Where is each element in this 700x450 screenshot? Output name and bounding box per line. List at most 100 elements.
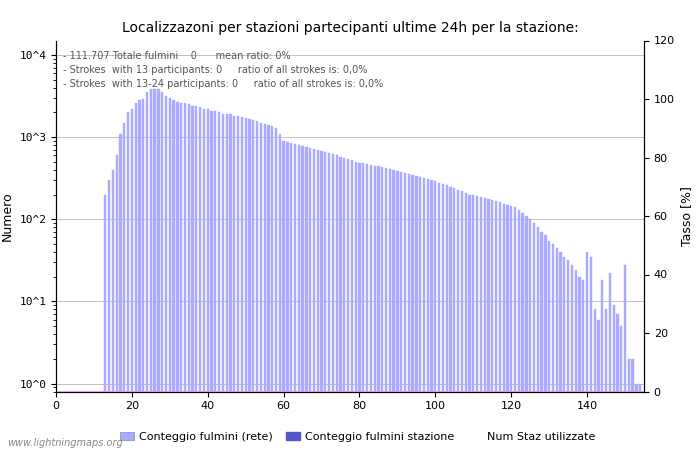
Bar: [343, 158, 345, 450]
Bar: [476, 196, 478, 450]
Bar: [260, 123, 262, 450]
Bar: [518, 210, 520, 450]
Bar: [116, 155, 118, 450]
Bar: [457, 189, 459, 450]
Bar: [575, 270, 577, 450]
Bar: [206, 109, 209, 450]
Bar: [636, 383, 638, 450]
Bar: [419, 177, 421, 450]
Bar: [286, 142, 288, 450]
Bar: [358, 162, 361, 450]
Bar: [570, 265, 573, 450]
Bar: [256, 122, 258, 450]
Bar: [134, 103, 136, 450]
Bar: [594, 309, 596, 450]
Bar: [522, 213, 524, 450]
Bar: [533, 223, 535, 450]
Bar: [442, 184, 444, 450]
Bar: [495, 202, 497, 450]
Bar: [426, 179, 429, 450]
Bar: [313, 149, 315, 450]
Bar: [537, 227, 539, 450]
Bar: [355, 162, 357, 450]
Bar: [161, 92, 163, 450]
Bar: [275, 128, 277, 450]
Bar: [279, 134, 281, 450]
Bar: [237, 116, 239, 450]
Bar: [639, 383, 641, 450]
Bar: [146, 92, 148, 450]
Bar: [294, 144, 296, 450]
Bar: [430, 180, 433, 450]
Y-axis label: Numero: Numero: [1, 191, 14, 241]
Bar: [150, 90, 152, 450]
Bar: [302, 146, 304, 450]
Bar: [328, 153, 330, 450]
Bar: [112, 170, 114, 450]
Bar: [510, 206, 512, 450]
Bar: [191, 106, 194, 450]
Bar: [290, 143, 293, 450]
Bar: [172, 100, 175, 450]
Bar: [335, 155, 338, 450]
Bar: [316, 150, 319, 450]
Bar: [267, 125, 270, 450]
Bar: [491, 200, 494, 450]
Bar: [324, 152, 326, 450]
Bar: [468, 194, 470, 450]
Bar: [104, 194, 106, 450]
Bar: [374, 166, 376, 450]
Bar: [540, 232, 542, 450]
Bar: [586, 252, 588, 450]
Bar: [385, 168, 387, 450]
Bar: [252, 120, 254, 450]
Bar: [362, 163, 365, 450]
Bar: [525, 216, 528, 450]
Bar: [503, 203, 505, 450]
Bar: [473, 195, 475, 450]
Bar: [225, 114, 228, 450]
Bar: [487, 199, 489, 450]
Bar: [214, 111, 216, 450]
Bar: [407, 174, 410, 450]
Bar: [131, 109, 133, 450]
Bar: [366, 164, 368, 450]
Bar: [624, 265, 626, 450]
Bar: [195, 106, 197, 450]
Bar: [233, 116, 235, 450]
Bar: [263, 124, 266, 450]
Bar: [412, 175, 414, 450]
Y-axis label: Tasso [%]: Tasso [%]: [680, 186, 694, 246]
Bar: [108, 180, 110, 450]
Bar: [283, 141, 285, 450]
Bar: [396, 171, 398, 450]
Bar: [241, 117, 243, 450]
Bar: [559, 252, 561, 450]
Bar: [453, 188, 456, 450]
Bar: [423, 178, 425, 450]
Bar: [381, 167, 384, 450]
Bar: [218, 112, 220, 450]
Bar: [123, 123, 125, 450]
Bar: [465, 193, 467, 450]
Bar: [370, 165, 372, 450]
Bar: [434, 181, 437, 450]
Bar: [169, 98, 171, 450]
Bar: [142, 99, 144, 450]
Bar: [404, 173, 406, 450]
Bar: [506, 205, 509, 450]
Bar: [211, 111, 213, 450]
Title: Localizzazoni per stazioni partecipanti ultime 24h per la stazione:: Localizzazoni per stazioni partecipanti …: [122, 21, 578, 35]
Bar: [199, 108, 202, 450]
Bar: [203, 109, 205, 450]
Bar: [612, 305, 615, 450]
Bar: [180, 103, 182, 450]
Bar: [582, 280, 584, 450]
Bar: [139, 100, 141, 450]
Bar: [176, 102, 178, 450]
Bar: [605, 309, 607, 450]
Bar: [567, 260, 569, 450]
Bar: [127, 112, 130, 450]
Bar: [377, 166, 379, 450]
Bar: [544, 234, 547, 450]
